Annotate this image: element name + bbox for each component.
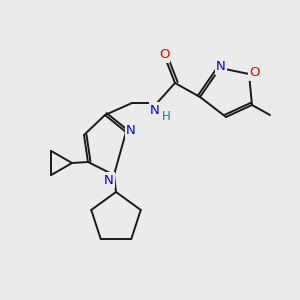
Text: H: H: [162, 110, 170, 122]
Text: N: N: [126, 124, 136, 136]
Text: O: O: [159, 49, 169, 62]
Text: N: N: [104, 173, 114, 187]
Text: N: N: [216, 61, 226, 74]
Text: N: N: [150, 103, 160, 116]
Text: O: O: [249, 67, 259, 80]
